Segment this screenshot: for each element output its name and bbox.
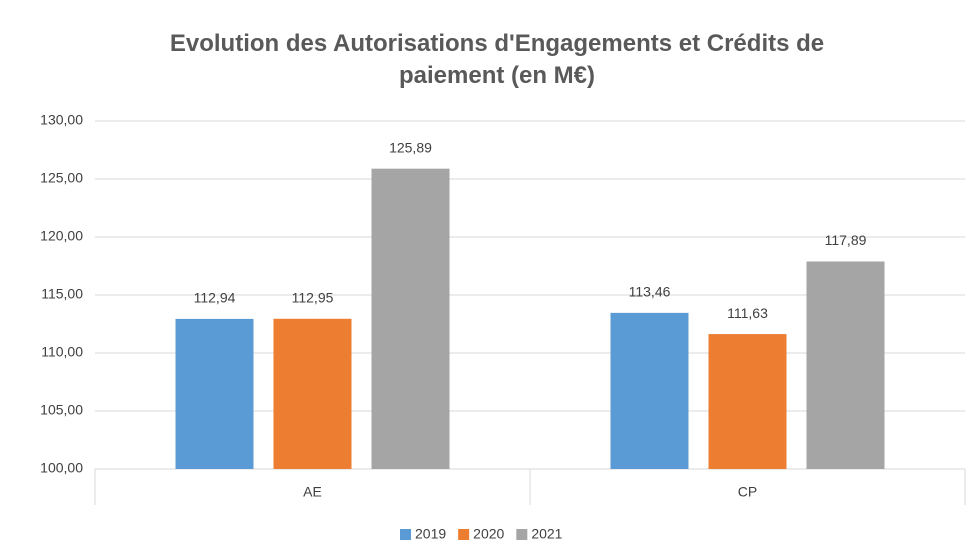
legend-swatch xyxy=(458,529,470,540)
bar xyxy=(175,318,254,469)
value-label: 112,95 xyxy=(292,289,334,305)
y-tick-label: 115,00 xyxy=(41,286,83,302)
value-label: 125,89 xyxy=(389,139,432,155)
y-tick-label: 120,00 xyxy=(40,228,83,244)
y-tick-label: 125,00 xyxy=(40,170,83,186)
bar xyxy=(708,334,787,469)
value-label: 113,46 xyxy=(629,284,671,300)
value-label: 111,63 xyxy=(727,305,768,321)
bar xyxy=(610,312,689,469)
legend-label: 2020 xyxy=(473,526,504,542)
bar xyxy=(806,261,885,469)
value-label: 112,94 xyxy=(194,290,236,306)
bar xyxy=(273,318,352,469)
y-tick-label: 105,00 xyxy=(40,402,83,418)
bar xyxy=(371,168,450,469)
legend-label: 2019 xyxy=(415,526,446,542)
y-tick-label: 110,00 xyxy=(41,344,83,360)
legend-label: 2021 xyxy=(531,526,562,542)
x-tick-label: CP xyxy=(738,484,757,500)
y-tick-label: 130,00 xyxy=(40,112,83,128)
chart-title: Evolution des Autorisations d'Engagement… xyxy=(170,30,824,89)
value-label: 117,89 xyxy=(825,232,867,248)
legend-swatch xyxy=(516,529,528,540)
y-tick-label: 100,00 xyxy=(40,460,83,476)
x-tick-label: AE xyxy=(303,484,322,500)
legend-swatch xyxy=(400,529,411,540)
